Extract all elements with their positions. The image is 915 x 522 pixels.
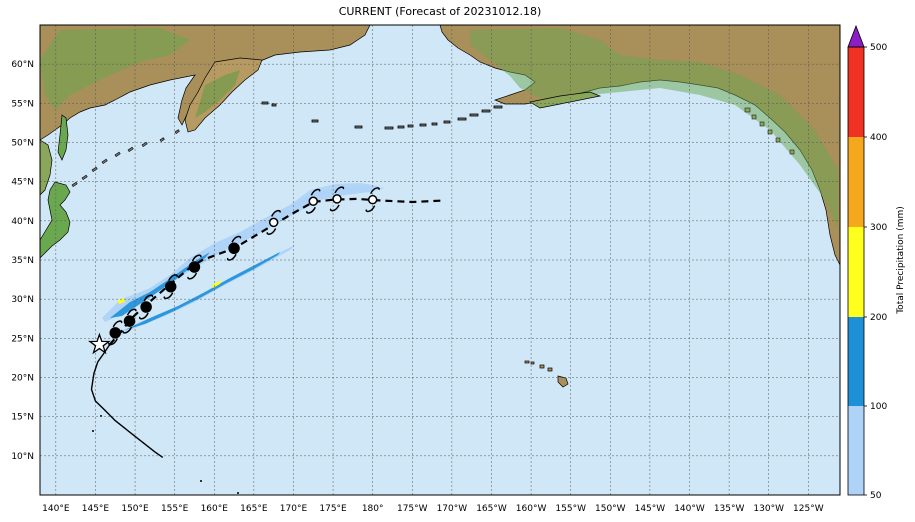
land-sakhalin bbox=[57, 114, 69, 161]
typhoon-icon bbox=[138, 294, 154, 320]
map-frame bbox=[39, 24, 841, 496]
lat-tick-label: 30°N bbox=[11, 295, 34, 305]
colorbar-tick-label: 300 bbox=[870, 223, 887, 233]
lon-tick-label: 125°W bbox=[793, 504, 824, 514]
lat-tick-label: 35°N bbox=[11, 256, 34, 266]
lon-tick-label: 145°E bbox=[82, 504, 110, 514]
colorbar-segment bbox=[848, 47, 864, 137]
panhandle-islands bbox=[744, 107, 795, 155]
lon-tick-label: 140°E bbox=[42, 504, 70, 514]
colorbar-label: Total Precipitation (mm) bbox=[896, 206, 906, 315]
lat-tick-label: 45°N bbox=[11, 178, 34, 188]
typhoon-icon bbox=[329, 186, 345, 212]
colorbar-segment bbox=[848, 406, 864, 495]
colorbar-segment bbox=[848, 227, 864, 317]
lon-tick-label: 155°E bbox=[161, 504, 189, 514]
lat-tick-label: 50°N bbox=[11, 139, 34, 149]
typhoon-icon bbox=[163, 274, 178, 300]
lat-tick-label: 40°N bbox=[11, 217, 34, 227]
storm-symbols bbox=[108, 186, 380, 346]
lon-tick-label: 135°W bbox=[714, 504, 745, 514]
lon-tick-label: 170°E bbox=[280, 504, 308, 514]
colorbar-tick-label: 100 bbox=[870, 402, 887, 412]
land-japan bbox=[40, 181, 71, 259]
graticule bbox=[40, 25, 840, 495]
map-title: CURRENT (Forecast of 20231012.18) bbox=[338, 5, 542, 18]
typhoon-icon bbox=[226, 235, 242, 261]
colorbar-tick-label: 50 bbox=[870, 491, 882, 501]
lon-tick-label: 175°W bbox=[397, 504, 428, 514]
colorbar: 50 100 200 300 400 500 Total Precipitation (mm… bbox=[847, 24, 906, 501]
colorbar-segment bbox=[848, 317, 864, 406]
landmasses bbox=[40, 25, 840, 495]
lat-tick-label: 10°N bbox=[11, 452, 34, 462]
colorbar-tick-label: 400 bbox=[870, 133, 887, 143]
colorbar-extend-arrow bbox=[847, 24, 865, 48]
longitude-axis: 140°E 145°E 150°E 155°E 160°E 165°E 170°E 175°E… bbox=[42, 504, 824, 514]
lon-tick-label: 140°W bbox=[674, 504, 705, 514]
typhoon-icon bbox=[365, 187, 380, 213]
latitude-axis: 10°N 15°N 20°N 25°N 30°N 35°N 40°N 45°N 50°N 55°N… bbox=[11, 60, 34, 462]
small-islands bbox=[92, 415, 239, 494]
lon-tick-label: 155°W bbox=[555, 504, 586, 514]
land-alaska-peninsula bbox=[529, 91, 602, 109]
typhoon-icon bbox=[122, 308, 137, 334]
star-icon bbox=[87, 332, 111, 355]
aleutian-islands bbox=[261, 101, 503, 130]
lat-tick-label: 20°N bbox=[11, 374, 34, 384]
typhoon-icon bbox=[187, 254, 202, 280]
kuril-islands bbox=[71, 129, 180, 188]
lat-tick-label: 25°N bbox=[11, 334, 34, 344]
lon-tick-label: 175°E bbox=[319, 504, 347, 514]
typhoon-icon bbox=[306, 188, 321, 214]
lon-tick-label: 150°W bbox=[595, 504, 626, 514]
lat-tick-label: 60°N bbox=[11, 60, 34, 70]
lon-tick-label: 165°W bbox=[476, 504, 507, 514]
precip-band-light-north bbox=[290, 183, 380, 205]
lon-tick-label: 180° bbox=[362, 504, 384, 514]
lon-tick-label: 165°E bbox=[240, 504, 268, 514]
lat-tick-label: 15°N bbox=[11, 413, 34, 423]
land-asia-vegetation bbox=[40, 28, 190, 110]
lat-tick-label: 55°N bbox=[11, 99, 34, 109]
lon-tick-label: 160°E bbox=[201, 504, 229, 514]
storm-track-observed bbox=[90, 344, 164, 458]
colorbar-segment bbox=[848, 137, 864, 227]
typhoon-icon bbox=[266, 209, 281, 235]
storm-track-forecast bbox=[108, 197, 445, 346]
land-alaska-green bbox=[470, 28, 838, 230]
colorbar-tick-label: 200 bbox=[870, 313, 887, 323]
lon-tick-label: 145°W bbox=[635, 504, 666, 514]
colorbar-tick-label: 500 bbox=[870, 43, 887, 53]
colorbar-frame bbox=[847, 46, 865, 496]
land-asia-coast bbox=[40, 139, 53, 196]
land-kamchatka-green bbox=[195, 70, 240, 118]
lon-tick-label: 130°W bbox=[753, 504, 784, 514]
lon-tick-label: 160°W bbox=[516, 504, 547, 514]
lon-tick-label: 150°E bbox=[121, 504, 149, 514]
typhoon-icon bbox=[108, 320, 123, 346]
lon-tick-label: 170°W bbox=[437, 504, 468, 514]
